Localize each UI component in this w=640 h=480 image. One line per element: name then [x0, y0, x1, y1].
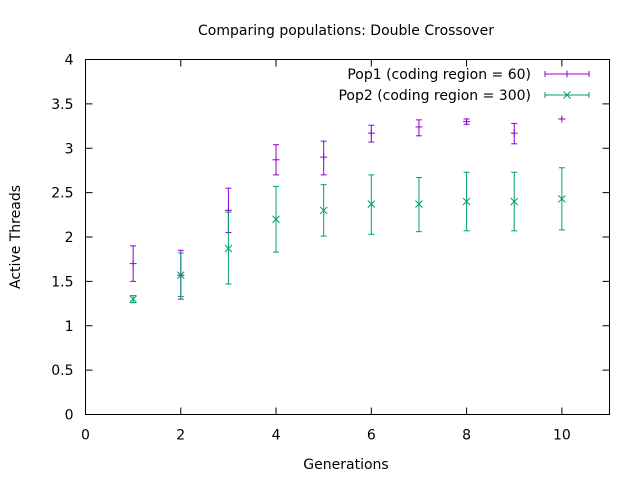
y-tick-label: 3.5: [51, 97, 73, 113]
x-tick-label: 4: [272, 428, 281, 444]
data-point: [558, 115, 566, 123]
y-tick-label: 0.5: [51, 363, 73, 379]
legend-marker: [563, 91, 571, 99]
x-tick-label: 2: [176, 428, 185, 444]
legend: Pop1 (coding region = 60) Pop2 (coding re…: [338, 67, 590, 104]
x-axis-label: Generations: [303, 457, 388, 473]
series-1: [129, 115, 566, 300]
legend-marker: [563, 70, 571, 78]
data-point: [320, 153, 328, 161]
data-point: [176, 271, 185, 280]
plot-frame: [85, 59, 610, 415]
data-point: [367, 129, 375, 137]
x-tick-label: 10: [553, 428, 571, 444]
data-point: [415, 200, 423, 209]
data-point: [272, 156, 280, 164]
y-tick-label: 4: [65, 53, 74, 69]
x-tick-label: 0: [81, 428, 90, 444]
axis-ticks: 0 0.5 1 1.5 2 2.5 3 3.5 4 0 2 4 6 8 10: [51, 53, 610, 444]
data-point: [129, 295, 137, 303]
data-point: [319, 206, 328, 215]
series-2: [129, 167, 566, 304]
data-point: [129, 260, 137, 268]
data-point: [463, 118, 471, 126]
chart-title: Comparing populations: Double Crossover: [198, 23, 494, 39]
y-axis-label: Active Threads: [8, 185, 24, 289]
y-tick-label: 2: [65, 230, 74, 246]
data-point: [510, 129, 518, 137]
plot-series: [129, 115, 566, 304]
data-point: [558, 194, 566, 203]
y-tick-label: 0: [65, 408, 74, 424]
data-point: [367, 200, 376, 209]
data-point: [510, 197, 519, 206]
data-point: [224, 244, 233, 253]
legend-label: Pop2 (coding region = 300): [338, 88, 531, 104]
data-point: [272, 215, 280, 224]
y-tick-label: 1.5: [51, 274, 73, 290]
legend-label: Pop1 (coding region = 60): [347, 67, 531, 83]
y-tick-label: 3: [65, 141, 74, 157]
data-point: [462, 197, 471, 206]
x-tick-label: 8: [462, 428, 471, 444]
y-tick-label: 2.5: [51, 186, 73, 202]
data-point: [415, 123, 423, 131]
y-tick-label: 1: [65, 319, 74, 335]
x-tick-label: 6: [367, 428, 376, 444]
